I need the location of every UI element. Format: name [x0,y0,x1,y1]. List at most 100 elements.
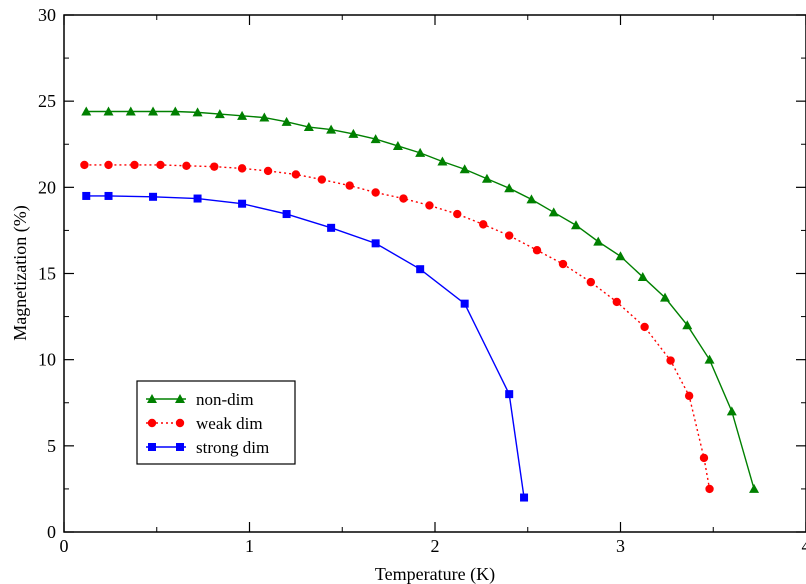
data-point-non-dim [615,251,626,261]
axis-ticks [63,14,806,533]
data-point-non-dim [481,173,492,183]
data-point-non-dim [459,164,470,174]
legend-item-strong-dim: strong dim [146,438,269,457]
data-point-weak-dim [453,209,462,219]
data-point-non-dim [392,140,403,150]
data-point-weak-dim [291,170,301,179]
data-point-non-dim [637,271,648,281]
data-point-weak-dim [345,181,354,190]
data-point-non-dim [726,406,737,416]
data-point-non-dim [570,220,581,230]
series-weak-dim [80,160,714,494]
data-point-weak-dim [532,246,542,255]
x-tick-label: 1 [245,536,254,556]
x-tick-label: 0 [60,536,69,556]
data-point-non-dim [103,106,114,116]
x-tick-label: 4 [802,536,806,556]
data-point-weak-dim [586,277,596,287]
data-point-strong-dim [460,299,469,308]
y-tick-label: 5 [47,436,56,456]
data-point-non-dim [326,124,337,134]
y-tick-label: 20 [38,177,56,197]
data-point-weak-dim [237,164,247,173]
data-point-strong-dim [82,191,91,200]
data-point-strong-dim [104,191,113,200]
legend-marker-non-dim [147,394,157,403]
data-point-non-dim [348,128,359,138]
legend-marker-weak-dim [175,418,185,428]
data-point-weak-dim [666,356,675,365]
data-point-strong-dim [327,223,336,232]
legend: non-dim weak dim strong dim [136,380,296,465]
data-point-non-dim [148,106,159,116]
data-point-strong-dim [371,239,380,248]
y-tick-label: 10 [38,350,56,370]
series-line-strong-dim [86,195,525,498]
data-point-weak-dim [705,484,714,494]
data-point-weak-dim [558,259,568,269]
data-point-non-dim [415,147,426,157]
legend-marker-strong-dim [176,443,184,451]
y-tick-label: 0 [47,522,56,542]
data-point-weak-dim [612,297,621,307]
data-point-strong-dim [520,493,529,502]
data-point-weak-dim [80,160,89,170]
data-point-non-dim [593,236,604,246]
data-point-non-dim [303,122,314,132]
data-point-weak-dim [317,175,327,184]
x-axis-label: Temperature (K) [375,564,495,584]
data-point-strong-dim [193,194,202,203]
data-point-non-dim [81,106,92,116]
data-point-non-dim [548,207,559,217]
data-point-strong-dim [416,265,425,274]
legend-item-weak-dim: weak dim [146,414,263,433]
legend-box [136,380,296,465]
data-point-weak-dim [425,201,434,210]
data-point-non-dim [214,109,225,119]
y-tick-label: 15 [38,264,56,284]
legend-label-strong-dim: strong dim [196,438,269,457]
data-point-strong-dim [149,192,158,201]
data-point-weak-dim [699,453,709,463]
legend-label-weak-dim: weak dim [196,414,263,433]
series-layer [80,106,760,502]
data-point-weak-dim [640,322,649,332]
data-point-weak-dim [684,391,694,401]
axis-tick-labels: 0 1 2 3 4 0 5 10 15 20 25 30 [38,5,806,556]
data-point-non-dim [192,107,203,117]
data-point-strong-dim [282,210,291,219]
data-point-weak-dim [479,220,488,229]
data-point-weak-dim [104,160,113,170]
y-axis-label: Magnetization (%) [10,205,31,340]
series-non-dim [81,106,760,493]
y-tick-label: 25 [38,91,56,111]
data-point-strong-dim [505,390,514,399]
legend-items: non-dim weak dim strong dim [146,390,269,457]
legend-label-non-dim: non-dim [196,390,254,409]
legend-marker-strong-dim [148,443,156,451]
data-point-non-dim [526,194,537,204]
legend-marker-non-dim [175,394,185,403]
data-point-weak-dim [263,166,273,176]
data-point-weak-dim [182,161,191,170]
data-point-weak-dim [210,162,219,171]
data-point-non-dim [660,292,671,302]
series-strong-dim [82,191,529,502]
data-point-strong-dim [238,199,247,208]
data-point-non-dim [259,112,270,122]
y-tick-label: 30 [38,5,56,25]
data-point-non-dim [370,134,381,144]
data-point-non-dim [704,354,715,364]
data-point-weak-dim [505,231,514,240]
data-point-weak-dim [371,188,380,197]
data-point-weak-dim [130,160,139,170]
data-point-non-dim [682,320,693,330]
data-point-non-dim [504,183,515,193]
legend-marker-weak-dim [147,418,157,428]
data-point-non-dim [437,156,448,166]
data-point-non-dim [170,106,181,116]
data-point-non-dim [237,110,248,120]
data-point-weak-dim [399,194,408,203]
x-tick-label: 2 [431,536,440,556]
